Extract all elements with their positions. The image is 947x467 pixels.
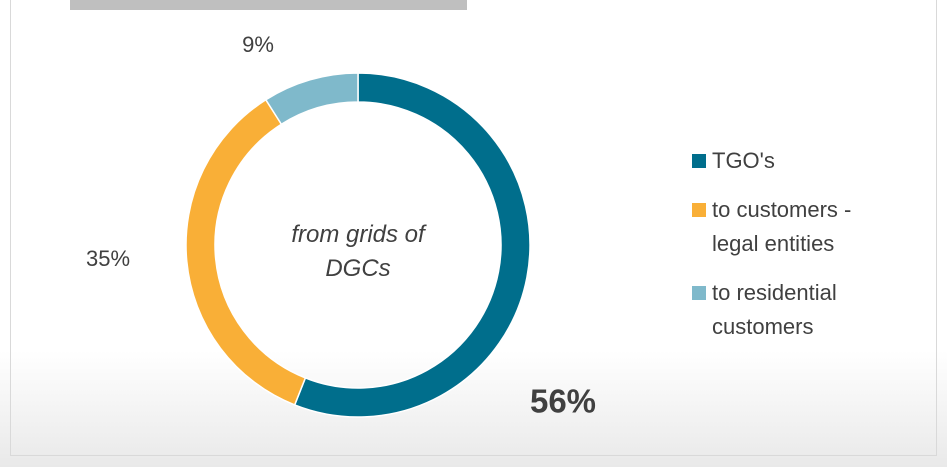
- legend-item: to residential customers: [692, 276, 892, 344]
- legend-label: to residential customers: [712, 280, 837, 339]
- legend-item: TGO's: [692, 144, 892, 178]
- data-label: 9%: [242, 32, 274, 57]
- donut-segment: [293, 72, 531, 418]
- donut-segment: [264, 72, 359, 126]
- legend-label: to customers - legal entities: [712, 197, 852, 256]
- legend-swatch: [692, 286, 706, 300]
- legend-swatch: [692, 154, 706, 168]
- data-label: 56%: [530, 383, 596, 420]
- legend: TGO's to customers - legal entities to res…: [692, 144, 892, 359]
- tab: [70, 0, 467, 10]
- legend-item: to customers - legal entities: [692, 193, 892, 261]
- legend-label: TGO's: [712, 148, 775, 173]
- frame: [10, 0, 937, 456]
- data-label: 35%: [86, 246, 130, 271]
- legend-swatch: [692, 203, 706, 217]
- center-label: from grids of DGCs: [291, 221, 425, 282]
